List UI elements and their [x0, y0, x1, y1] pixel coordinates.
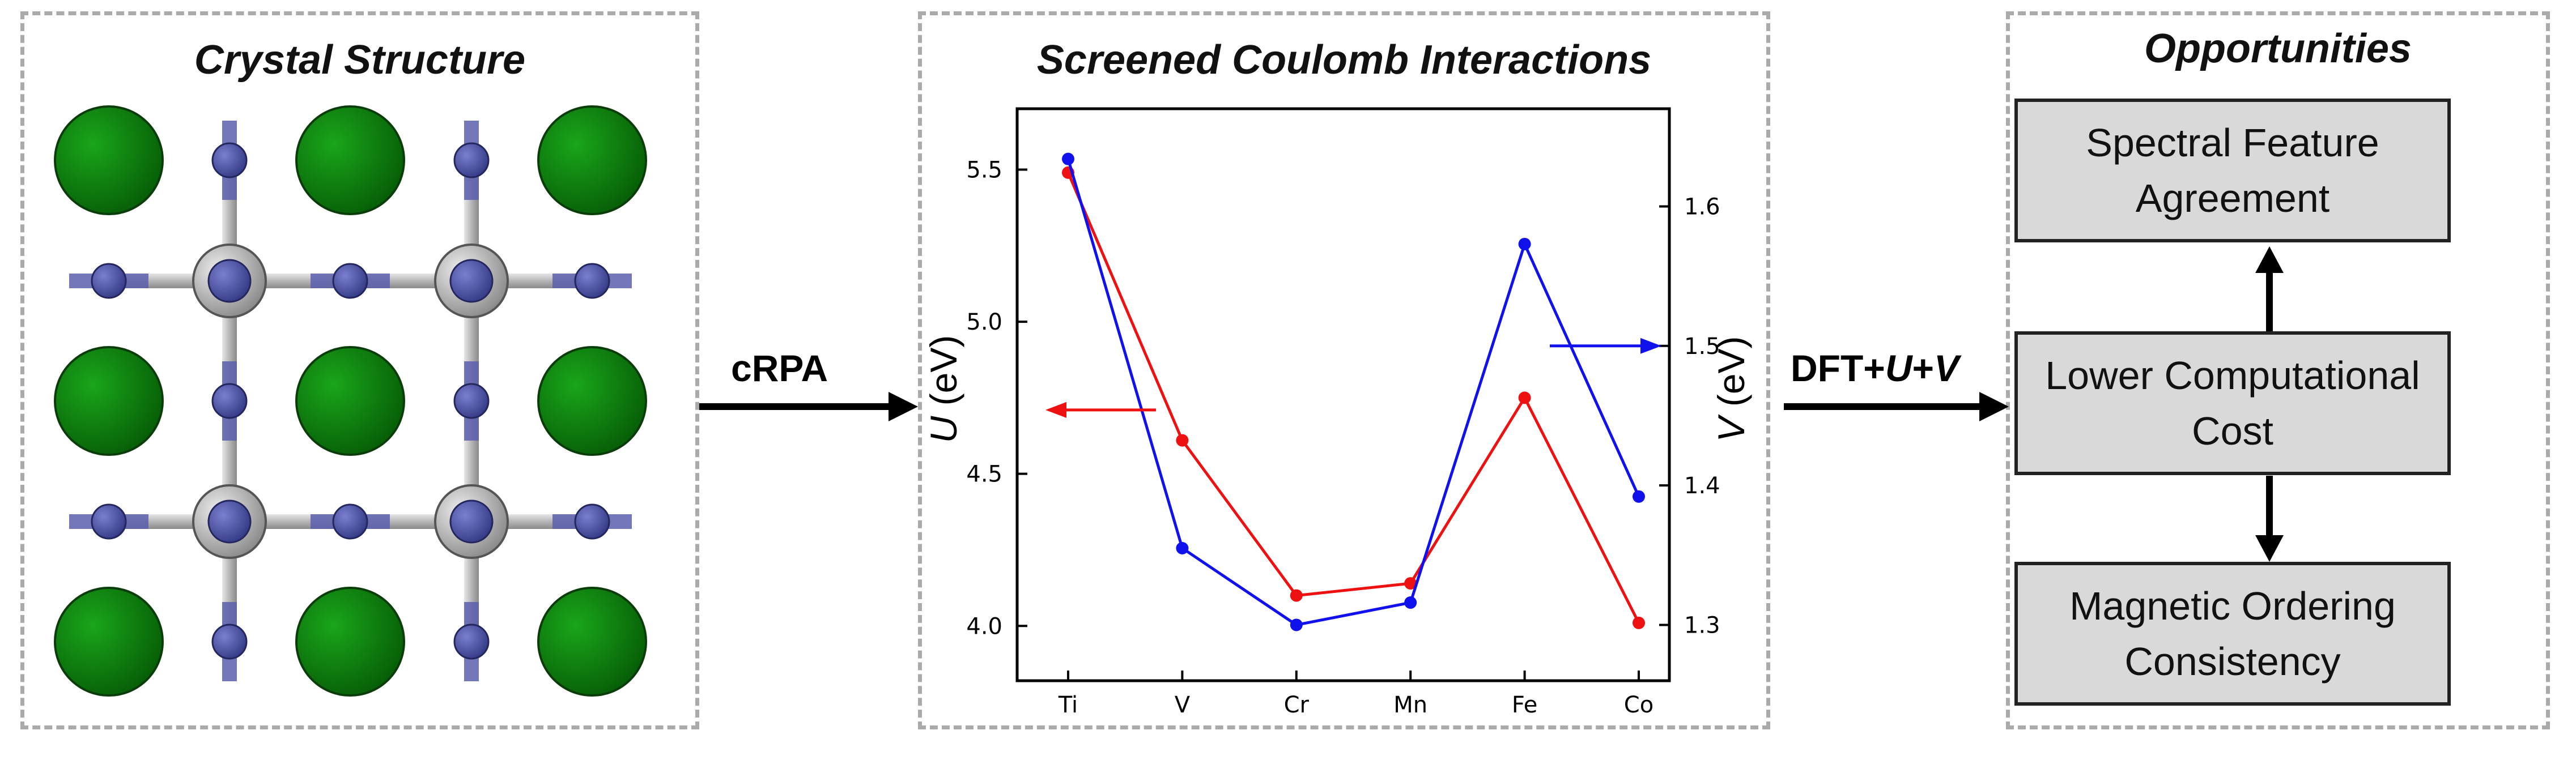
- dft-u-v-label: DFT+U+V: [1791, 347, 1959, 389]
- metal-atom-core: [449, 499, 494, 544]
- anion-atom: [574, 503, 610, 540]
- anion-atom: [211, 624, 248, 660]
- v-series-point: [1062, 152, 1074, 165]
- u-series-point: [1404, 577, 1417, 590]
- green-atom: [295, 587, 405, 697]
- lattice-atoms: [54, 105, 647, 697]
- green-atom: [295, 346, 405, 456]
- opportunities-panel: Opportunities: [2006, 11, 2550, 729]
- anion-atom: [91, 503, 127, 540]
- anion-atom: [332, 503, 368, 540]
- v-series-point: [1404, 596, 1417, 609]
- anion-atom: [211, 142, 248, 178]
- anion-atom: [211, 383, 248, 419]
- y-right-tick-label: 1.5: [1684, 334, 1720, 360]
- crystal-structure-title: Crystal Structure: [194, 37, 526, 83]
- y-left-tick-label: 4.0: [966, 613, 1002, 639]
- y-right-tick-label: 1.6: [1684, 194, 1720, 220]
- v-series-point: [1176, 541, 1189, 554]
- green-atom: [537, 105, 647, 215]
- coulomb-interactions-title: Screened Coulomb Interactions: [1036, 37, 1652, 83]
- y-axis-left-label: U (eV): [923, 335, 964, 443]
- x-tick-label: Fe: [1512, 692, 1537, 718]
- v-series-line: [1066, 158, 1640, 627]
- metal-atom-core: [207, 499, 252, 544]
- u-series-point: [1290, 589, 1303, 602]
- y-left-tick-label: 4.5: [966, 462, 1002, 488]
- anion-atom: [453, 624, 490, 660]
- x-tick-label: Co: [1624, 692, 1653, 718]
- x-tick-label: Cr: [1284, 692, 1310, 718]
- green-atom: [54, 105, 164, 215]
- magnetic-ordering-box: Magnetic Ordering Consistency: [2014, 562, 2451, 706]
- v-series-point: [1518, 237, 1531, 250]
- spectral-feature-box: Spectral Feature Agreement: [2014, 99, 2451, 242]
- y-right-tick-label: 1.4: [1684, 473, 1720, 499]
- x-tick-label: Ti: [1058, 692, 1078, 718]
- anion-atom: [332, 263, 368, 299]
- dft-arrow: [1784, 392, 2009, 421]
- y-axis-right-label: V (eV): [1710, 336, 1752, 442]
- y-left-tick-label: 5.5: [966, 157, 1002, 183]
- anion-atom: [91, 263, 127, 299]
- chart-series: [1062, 152, 1645, 631]
- computational-cost-box: Lower Computational Cost: [2014, 331, 2451, 475]
- green-atom: [54, 587, 164, 697]
- anion-atom: [453, 142, 490, 178]
- axis-indicator-arrows: [1045, 338, 1661, 418]
- crystal-structure-panel: Crystal Structure: [20, 11, 699, 729]
- crpa-label: cRPA: [731, 347, 828, 389]
- metal-atom-core: [449, 259, 494, 303]
- x-tick-label: V: [1175, 692, 1191, 718]
- u-series-line: [1066, 172, 1640, 624]
- green-atom: [537, 587, 647, 697]
- u-series-point: [1176, 434, 1189, 447]
- v-series-point: [1290, 618, 1303, 631]
- down-arrow: [2255, 476, 2284, 562]
- y-left-tick-label: 5.0: [966, 309, 1002, 335]
- green-atom: [295, 105, 405, 215]
- anion-atom: [453, 383, 490, 419]
- v-series-point: [1633, 490, 1645, 503]
- green-atom: [537, 346, 647, 456]
- u-axis-arrow-head: [1045, 402, 1066, 418]
- opportunities-title: Opportunities: [2144, 26, 2412, 71]
- chart-ticks: Ti V Cr Mn Fe Co 4.0 4.5 5.0 5.5 1.3 1.4 1.5 1.6: [966, 157, 1720, 718]
- u-series-point: [1518, 391, 1531, 404]
- metal-atom-core: [207, 259, 252, 303]
- coulomb-interactions-panel: Screened Coulomb Interactions: [918, 11, 1770, 729]
- v-axis-arrow-head: [1640, 338, 1661, 354]
- plot-frame: [1015, 107, 1671, 682]
- u-series-point: [1633, 616, 1645, 629]
- x-tick-label: Mn: [1393, 692, 1427, 718]
- up-arrow: [2255, 246, 2284, 331]
- y-right-tick-label: 1.3: [1684, 612, 1720, 638]
- anion-atom: [574, 263, 610, 299]
- green-atom: [54, 346, 164, 456]
- crpa-arrow: [699, 392, 918, 421]
